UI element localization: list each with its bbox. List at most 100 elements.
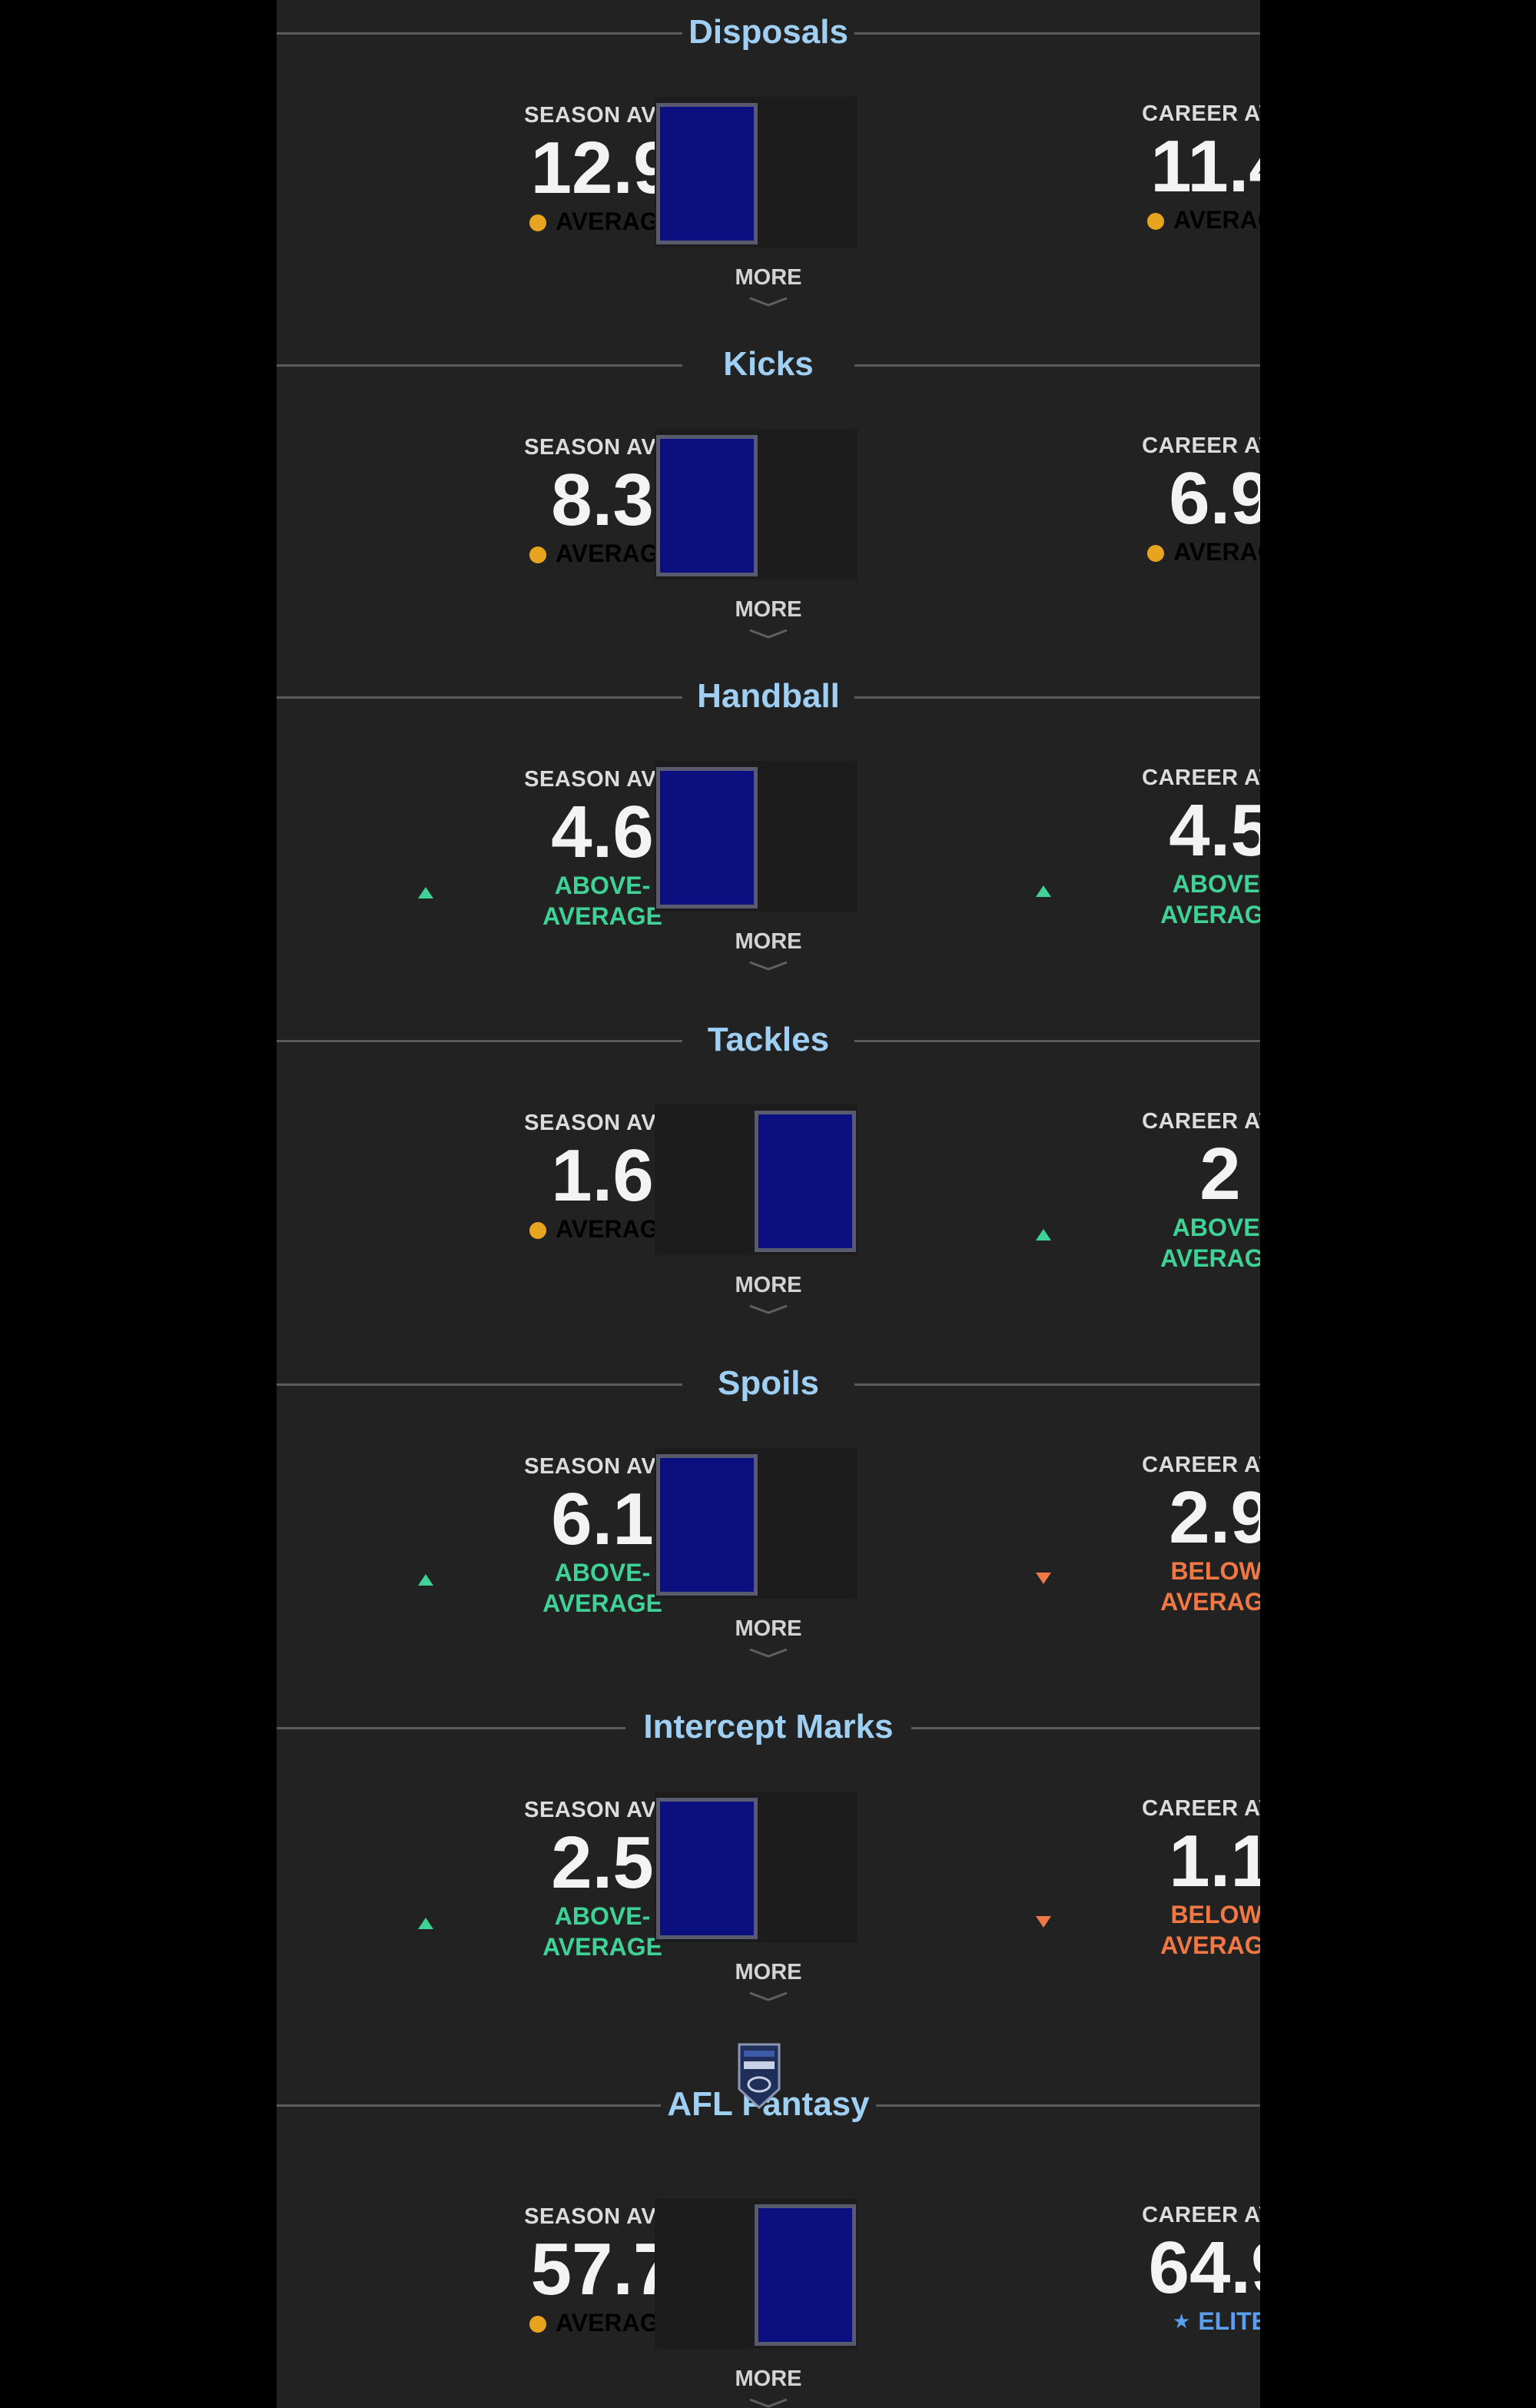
dot-icon [529,1222,547,1239]
career-box [756,1792,858,1942]
career-value: 2 [1199,1133,1241,1215]
rating-badge: ABOVE- AVERAGE [418,870,725,932]
rating-label-line2: AVERAGE [542,1589,662,1617]
rating-badge: ABOVE- AVERAGE [418,1901,725,1962]
career-label: CAREER AVG. [1142,1453,1260,1477]
dot-icon [1147,545,1165,562]
season-value: 12.9 [530,127,675,209]
season-label: SEASON AVG. [524,103,681,128]
rating-label-line2: AVERAGE [542,902,662,930]
dot-icon [1147,213,1165,230]
career-box [756,1448,858,1599]
career-average: CAREER AVG.64.9★ ELITE [1097,2201,1260,2337]
season-value: 2.5 [551,1822,654,1904]
section-header: Spoils [277,1351,1260,1416]
divider-line [911,1727,1260,1729]
chevron-down-icon[interactable] [748,297,788,307]
afl-fantasy-logo-icon [738,2043,781,2110]
more-button[interactable]: MORE [735,1273,802,1297]
more-button[interactable]: MORE [735,597,802,622]
rating-badge: AVERAGE [1097,536,1260,567]
divider-line [854,696,1260,699]
divider-line [854,1383,1260,1386]
triangle-up-icon [1036,1229,1051,1241]
career-value: 6.9 [1169,457,1260,540]
dot-icon [529,2316,547,2333]
comparison-indicator [655,2198,858,2349]
season-box [655,1104,756,1255]
divider-line [876,2104,1260,2107]
rating-label-line1: ABOVE- [554,872,651,899]
chevron-down-icon[interactable] [748,1648,788,1659]
highlight-box [656,767,758,908]
divider-line [854,1040,1260,1042]
more-button[interactable]: MORE [735,1960,802,1985]
comparison-indicator [655,761,858,912]
section-header: Handball [277,664,1260,729]
more-button[interactable]: MORE [735,2366,802,2391]
divider-line [854,32,1260,35]
stat-section-handball: Handball SEASON AVG. 4.6 ABOVE- AVERAGE CAREE… [277,664,1260,1008]
rating-label-line2: AVERAGE [1160,1931,1260,1959]
chevron-down-icon[interactable] [748,2398,788,2408]
comparison-indicator [655,1448,858,1599]
more-button[interactable]: MORE [735,929,802,954]
divider-line [277,1727,625,1729]
divider-line [277,364,682,367]
rating-badge: ABOVE- AVERAGE [1036,1212,1260,1274]
section-title: Disposals [688,13,848,51]
career-value: 11.4 [1150,125,1260,208]
rating-label-line2: AVERAGE [542,1933,662,1961]
season-value: 8.3 [551,459,654,541]
chevron-down-icon[interactable] [748,629,788,639]
career-average: CAREER AVG.11.4AVERAGE [1097,100,1260,235]
comparison-indicator [655,1104,858,1255]
career-value: 1.1 [1169,1820,1260,1902]
chevron-down-icon[interactable] [748,961,788,972]
rating-label-line2: AVERAGE [1160,1244,1260,1272]
more-button[interactable]: MORE [735,1616,802,1641]
career-label: CAREER AVG. [1142,101,1260,126]
career-label: CAREER AVG. [1142,766,1260,790]
triangle-up-icon [418,1574,433,1586]
triangle-up-icon [418,887,433,898]
rating-label: AVERAGE [1173,538,1260,566]
chevron-down-icon[interactable] [748,1991,788,2002]
season-label: SEASON AVG. [524,1111,681,1135]
rating-badge: AVERAGE [1097,204,1260,235]
career-box [756,761,858,912]
section-header: Disposals [277,0,1260,65]
section-title: Kicks [723,345,814,383]
career-box [756,429,858,580]
rating-label-line1: ABOVE- [554,1559,651,1586]
more-button[interactable]: MORE [735,265,802,290]
section-title: Handball [697,677,840,715]
season-value: 1.6 [551,1134,654,1217]
career-label: CAREER AVG. [1142,1796,1260,1821]
section-header: Tackles [277,1008,1260,1072]
highlight-box [755,2204,856,2346]
comparison-indicator [655,429,858,580]
highlight-box [656,103,758,244]
career-value: 4.5 [1169,789,1260,872]
season-average: SEASON AVG. 4.6 ABOVE- AVERAGE [418,766,725,932]
comparison-indicator [655,1792,858,1942]
rating-badge: ABOVE- AVERAGE [1036,869,1260,930]
divider-line [277,2104,661,2107]
career-label: CAREER AVG. [1142,1109,1260,1134]
season-label: SEASON AVG. [524,767,681,792]
rating-badge: BELOW- AVERAGE [1036,1556,1260,1617]
section-header: Kicks [277,332,1260,397]
rating-label-line2: AVERAGE [1160,901,1260,928]
chevron-down-icon[interactable] [748,1304,788,1315]
section-header: Intercept Marks [277,1695,1260,1759]
career-box [756,97,858,247]
stat-section-intercept-marks: Intercept Marks SEASON AVG. 2.5 ABOVE- AVERA… [277,1695,1260,2039]
divider-line [854,364,1260,367]
